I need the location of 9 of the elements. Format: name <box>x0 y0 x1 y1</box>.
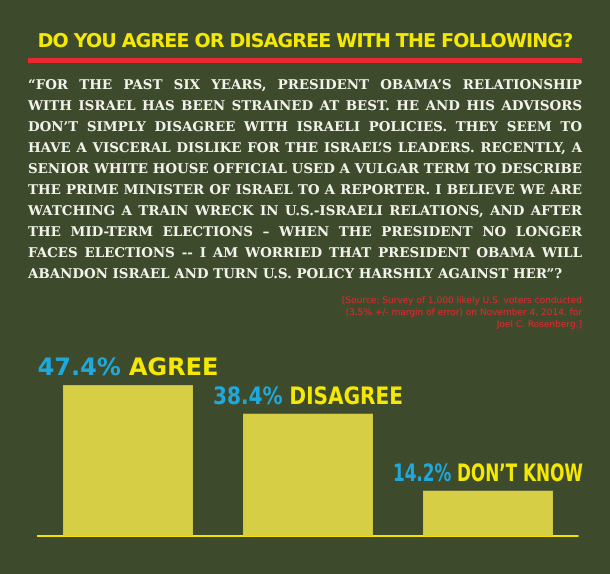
data-label: 38.4% <box>213 382 283 410</box>
data-label: 47.4% <box>38 353 121 382</box>
x-tick-label: DON’T KNOW <box>456 458 584 487</box>
data-label: 14.2% <box>393 458 452 487</box>
chart-title: DO YOU AGREE OR DISAGREE WITH THE FOLLOWING? <box>36 30 574 52</box>
text: [Source: Survey of 1,000 likely U.S. voters conducted (3.5% +/- margin of error) on November 4, 2014, for Joel C. Rosenberg.] <box>340 295 582 331</box>
text: “FOR THE PAST SIX YEARS, PRESIDENT OBAMA’S RELATIONSHIP WITH ISRAEL HAS BEEN STRAINED AT BEST. HE AND HIS ADVISORS DON’T SIMPLY DISAGREE WITH ISRAELI POLICIES. THEY SEEM TO HAVE A VISCERAL DISLIKE FOR THE ISRAEL’S LEADERS. RECENTLY, A SENIOR WHITE HOUSE OFFICIAL USED A VULGAR TERM TO DESCRIBE THE PRIME MINISTER OF ISRAEL TO A REPORTER. I BELIEVE WE ARE WATCHING A TRAIN WRECK IN U.S.-ISRAELI RELATIONS, AND AFTER THE MID-TERM ELECTIONS – WHEN THE PRESIDENT NO LONGER FACES ELECTIONS -- I AM WORRIED THAT PRESIDENT OBAMA WILL ABANDON ISRAEL AND TURN U.S. POLICY HARSHLY AGAINST HER”? <box>28 77 582 282</box>
x-tick-label: AGREE <box>128 353 218 382</box>
x-tick-label: DISAGREE <box>289 382 403 410</box>
